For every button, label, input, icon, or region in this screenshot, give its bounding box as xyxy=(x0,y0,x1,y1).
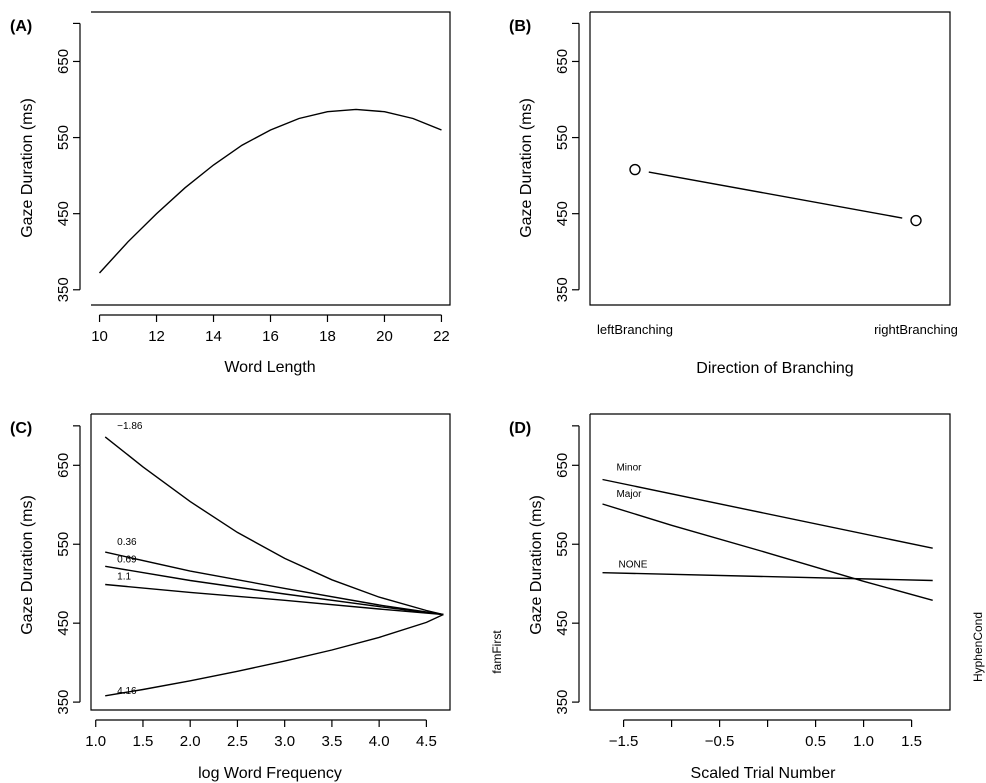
panel-d-series-label: NONE xyxy=(618,560,647,571)
panel-d-ylabel: Gaze Duration (ms) xyxy=(528,495,545,635)
panel-c-y-tick-label: 550 xyxy=(55,532,72,557)
panel-b-y-tick-label: 550 xyxy=(554,125,571,150)
panel-d: (D) 350 450 550 650 −1.5 −0.5 0.5 1.0 1.5 Minor… xyxy=(490,413,985,782)
panel-c-series-line xyxy=(105,565,444,616)
panel-c-series-label: 1.1 xyxy=(117,571,131,582)
panel-d-label: (D) xyxy=(509,420,531,437)
panel-d-right-label: HyphenCond xyxy=(971,612,985,682)
panel-c-series-line xyxy=(105,613,444,697)
panel-b-cat-right: rightBranching xyxy=(874,322,958,337)
panel-d-x-tick-label: −0.5 xyxy=(705,733,735,750)
panel-a-y-tick-label: 550 xyxy=(55,125,72,150)
panel-c-x-tick-label: 4.0 xyxy=(369,733,390,750)
panel-b-label: (B) xyxy=(509,18,531,35)
panel-c-x-tick-label: 3.5 xyxy=(321,733,342,750)
panel-d-x-tick-label: 0.5 xyxy=(805,733,826,750)
panel-c-x-tick-label: 4.5 xyxy=(416,733,437,750)
panel-a-label: (A) xyxy=(10,18,32,35)
panel-a-x-tick-label: 12 xyxy=(148,328,165,345)
panel-b-y-tick-label: 650 xyxy=(554,49,571,74)
panel-c-series-label: −1.86 xyxy=(117,421,143,432)
panel-a-ylabel: Gaze Duration (ms) xyxy=(19,98,36,238)
panel-a-x-tick-label: 18 xyxy=(319,328,336,345)
panel-d-y-tick-label: 650 xyxy=(554,453,571,478)
panel-d-left-label: famFirst xyxy=(490,630,504,674)
panel-c-x-tick-label: 3.0 xyxy=(274,733,295,750)
panel-c-label: (C) xyxy=(10,420,32,437)
panel-a-y-tick-label: 450 xyxy=(55,201,72,226)
panel-d-series-label: Minor xyxy=(616,463,642,474)
panel-b-connector-line xyxy=(648,171,903,219)
panel-b-cat-left: leftBranching xyxy=(597,322,673,337)
panel-b-y-tick-label: 450 xyxy=(554,201,571,226)
panel-d-y-tick-label: 450 xyxy=(554,611,571,636)
panel-d-plot-frame xyxy=(589,413,951,711)
panel-c-y-tick-label: 650 xyxy=(55,453,72,478)
panel-d-x-tick-label: −1.5 xyxy=(609,733,639,750)
panel-a-series-line xyxy=(98,108,442,274)
panel-c-series-label: 0.69 xyxy=(117,554,137,565)
panel-a-x-tick-label: 10 xyxy=(91,328,108,345)
panel-c-x-tick-label: 2.0 xyxy=(180,733,201,750)
panel-a: (A) 350 450 550 650 10 12 14 16 18 20 22 Word Len… xyxy=(10,11,451,376)
panel-d-series-line xyxy=(602,478,933,549)
panel-c-ylabel: Gaze Duration (ms) xyxy=(19,495,36,635)
panel-d-series-line xyxy=(602,572,933,582)
panel-a-y-tick-label: 650 xyxy=(55,49,72,74)
panel-c-x-tick-label: 2.5 xyxy=(227,733,248,750)
panel-c-x-tick-label: 1.5 xyxy=(133,733,154,750)
panel-d-series-label: Major xyxy=(616,489,642,500)
panel-a-x-tick-label: 22 xyxy=(433,328,450,345)
panel-c-series-line xyxy=(105,551,444,616)
panel-c-xlabel: log Word Frequency xyxy=(198,765,342,782)
panel-b-point-rightBranching xyxy=(910,214,922,227)
panel-c-y-tick-label: 450 xyxy=(55,611,72,636)
panel-c: (C) 350 450 550 650 1.0 1.5 2.0 2.5 3.0 3.5 4.0 4.… xyxy=(10,413,451,782)
panel-a-x-tick-label: 16 xyxy=(262,328,279,345)
panel-b: (B) 350 450 550 650 leftBranching rightBran… xyxy=(509,11,958,377)
panel-b-point-leftBranching xyxy=(629,163,641,176)
panel-c-series-label: 0.36 xyxy=(117,537,137,548)
panel-a-plot-frame xyxy=(91,11,451,306)
panel-d-y-tick-label: 550 xyxy=(554,532,571,557)
panel-a-xlabel: Word Length xyxy=(224,359,315,376)
panel-b-y-tick-label: 350 xyxy=(554,277,571,302)
panel-c-series-line xyxy=(105,583,444,616)
panel-c-series-label: 4.16 xyxy=(117,686,137,697)
panel-d-x-tick-label: 1.0 xyxy=(853,733,874,750)
panel-a-x-tick-label: 14 xyxy=(205,328,222,345)
panel-d-xlabel: Scaled Trial Number xyxy=(691,765,837,782)
panel-a-x-tick-label: 20 xyxy=(376,328,393,345)
panel-b-ylabel: Gaze Duration (ms) xyxy=(518,98,535,238)
panel-b-plot-frame xyxy=(589,11,951,306)
panel-d-y-tick-label: 350 xyxy=(554,690,571,715)
panel-c-x-tick-label: 1.0 xyxy=(85,733,106,750)
panel-c-series-line xyxy=(104,436,444,616)
panel-b-xlabel: Direction of Branching xyxy=(696,360,853,377)
panel-d-x-tick-label: 1.5 xyxy=(901,733,922,750)
panel-c-y-tick-label: 350 xyxy=(55,690,72,715)
panel-d-series-line xyxy=(602,503,933,601)
panel-a-y-tick-label: 350 xyxy=(55,277,72,302)
panel-c-plot-frame xyxy=(90,413,451,711)
